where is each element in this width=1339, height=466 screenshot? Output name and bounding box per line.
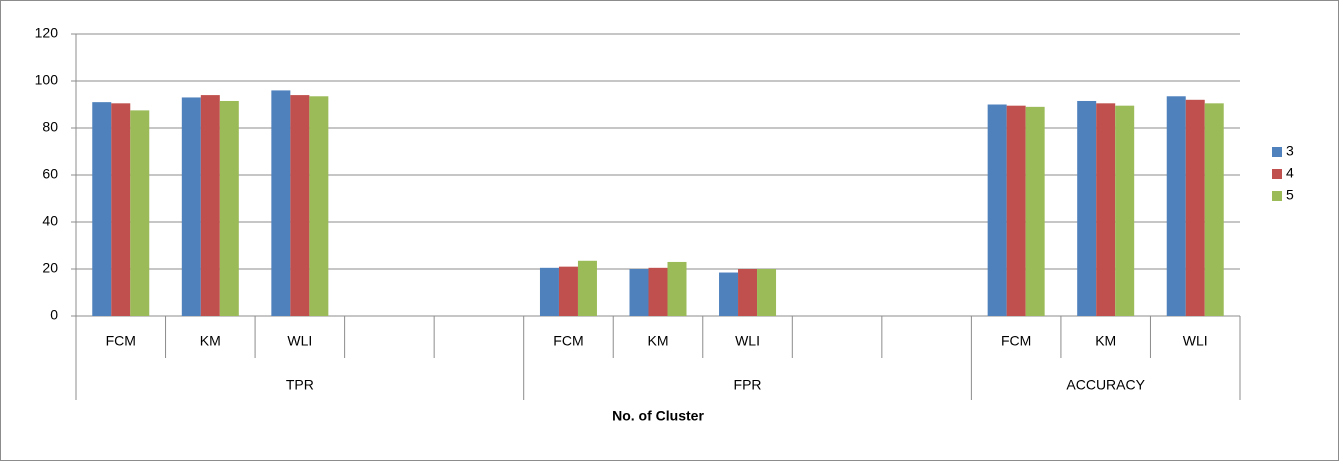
legend-label: 5 [1286, 187, 1294, 203]
bar [1185, 99, 1205, 316]
bar [558, 266, 578, 316]
bar [577, 260, 597, 316]
y-tick-label: 0 [50, 307, 58, 323]
bar [290, 95, 310, 316]
bar [1077, 100, 1097, 316]
bar [719, 272, 739, 316]
legend-swatch [1272, 191, 1282, 201]
group-label: TPR [286, 377, 314, 393]
y-tick-label: 120 [35, 25, 59, 41]
bar [92, 102, 112, 317]
bar [1025, 106, 1045, 316]
legend-swatch [1272, 169, 1282, 179]
bar [1006, 105, 1026, 316]
y-tick-label: 100 [35, 72, 59, 88]
bar [200, 95, 220, 316]
bar [181, 97, 201, 316]
bar [271, 90, 291, 317]
legend-swatch [1272, 147, 1282, 157]
x-tick-label: KM [648, 333, 669, 349]
bar [667, 261, 687, 316]
x-tick-label: KM [200, 333, 221, 349]
x-tick-label: KM [1095, 333, 1116, 349]
x-tick-label: WLI [735, 333, 760, 349]
legend-label: 4 [1286, 165, 1294, 181]
y-tick-label: 60 [42, 166, 58, 182]
y-tick-label: 20 [42, 260, 58, 276]
bar [757, 269, 777, 316]
bar [738, 269, 758, 316]
bar [1096, 103, 1116, 316]
y-tick-label: 40 [42, 213, 58, 229]
bar [539, 267, 559, 316]
group-label: ACCURACY [1066, 377, 1145, 393]
x-tick-label: WLI [287, 333, 312, 349]
bar [987, 104, 1007, 316]
x-tick-label: FCM [1001, 333, 1031, 349]
bar [629, 269, 649, 316]
bar [309, 96, 329, 317]
x-tick-label: FCM [106, 333, 136, 349]
x-tick-label: WLI [1183, 333, 1208, 349]
bar [1166, 96, 1186, 317]
bar [1204, 103, 1224, 316]
bar [648, 267, 668, 316]
x-tick-label: FCM [553, 333, 583, 349]
x-axis-title: No. of Cluster [612, 408, 704, 424]
group-label: FPR [734, 377, 762, 393]
legend-label: 3 [1286, 143, 1294, 159]
bar [1115, 105, 1135, 316]
y-tick-label: 80 [42, 119, 58, 135]
bar [130, 110, 150, 316]
bar [219, 100, 239, 316]
bar [111, 103, 131, 316]
